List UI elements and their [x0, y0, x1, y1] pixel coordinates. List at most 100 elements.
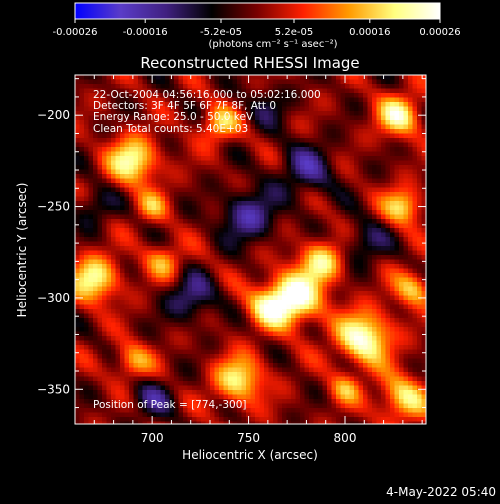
heatmap-cell [345, 273, 350, 278]
heatmap-cell [210, 314, 215, 319]
heatmap-cell [399, 336, 404, 341]
heatmap-cell [237, 174, 242, 179]
heatmap-cell [188, 341, 193, 346]
heatmap-cell [228, 75, 233, 80]
heatmap-cell [386, 341, 391, 346]
heatmap-cell [386, 80, 391, 85]
heatmap-cell [152, 251, 157, 256]
heatmap-cell [192, 336, 197, 341]
heatmap-cell [399, 161, 404, 166]
heatmap-cell [350, 287, 355, 292]
heatmap-cell [345, 215, 350, 220]
heatmap-cell [399, 152, 404, 157]
heatmap-cell [192, 327, 197, 332]
heatmap-cell [413, 93, 418, 98]
heatmap-cell [323, 354, 328, 359]
heatmap-cell [152, 174, 157, 179]
heatmap-cell [300, 314, 305, 319]
heatmap-cell [354, 75, 359, 80]
heatmap-cell [188, 210, 193, 215]
heatmap-cell [174, 332, 179, 337]
heatmap-cell [174, 237, 179, 242]
heatmap-cell [84, 170, 89, 175]
heatmap-cell [260, 75, 265, 80]
heatmap-cell [381, 89, 386, 94]
heatmap-cell [323, 120, 328, 125]
heatmap-cell [228, 80, 233, 85]
heatmap-cell [224, 260, 229, 265]
heatmap-cell [134, 210, 139, 215]
heatmap-cell [228, 165, 233, 170]
heatmap-cell [102, 246, 107, 251]
heatmap-cell [314, 296, 319, 301]
heatmap-cell [359, 183, 364, 188]
heatmap-cell [404, 75, 409, 80]
heatmap-cell [188, 278, 193, 283]
heatmap-cell [282, 246, 287, 251]
heatmap-cell [282, 111, 287, 116]
heatmap-cell [282, 291, 287, 296]
heatmap-cell [390, 237, 395, 242]
heatmap-cell [377, 219, 382, 224]
heatmap-cell [129, 287, 134, 292]
heatmap-cell [102, 305, 107, 310]
heatmap-cell [345, 165, 350, 170]
heatmap-cell [291, 291, 296, 296]
heatmap-cell [296, 332, 301, 337]
heatmap-cell [102, 161, 107, 166]
heatmap-cell [80, 210, 85, 215]
heatmap-cell [246, 206, 251, 211]
heatmap-cell [408, 255, 413, 260]
heatmap-cell [314, 143, 319, 148]
heatmap-cell [264, 183, 269, 188]
heatmap-cell [161, 341, 166, 346]
heatmap-cell [278, 255, 283, 260]
heatmap-cell [80, 170, 85, 175]
heatmap-cell [201, 282, 206, 287]
heatmap-cell [399, 215, 404, 220]
heatmap-cell [242, 336, 247, 341]
heatmap-cell [228, 143, 233, 148]
heatmap-cell [291, 327, 296, 332]
heatmap-cell [368, 309, 373, 314]
heatmap-cell [206, 269, 211, 274]
heatmap-cell [350, 93, 355, 98]
heatmap-cell [134, 332, 139, 337]
heatmap-cell [134, 287, 139, 292]
heatmap-cell [179, 242, 184, 247]
heatmap-cell [327, 269, 332, 274]
heatmap-cell [287, 260, 292, 265]
heatmap-cell [116, 174, 121, 179]
heatmap-cell [170, 255, 175, 260]
heatmap-cell [273, 188, 278, 193]
heatmap-cell [183, 147, 188, 152]
heatmap-cell [237, 287, 242, 292]
heatmap-cell [201, 201, 206, 206]
heatmap-cell [206, 188, 211, 193]
heatmap-cell [395, 345, 400, 350]
heatmap-cell [278, 264, 283, 269]
heatmap-cell [75, 147, 80, 152]
heatmap-cell [215, 287, 220, 292]
heatmap-cell [129, 147, 134, 152]
heatmap-cell [345, 138, 350, 143]
heatmap-cell [174, 201, 179, 206]
heatmap-cell [282, 120, 287, 125]
heatmap-cell [80, 161, 85, 166]
heatmap-cell [336, 161, 341, 166]
heatmap-cell [129, 161, 134, 166]
heatmap-cell [287, 147, 292, 152]
heatmap-cell [354, 116, 359, 121]
heatmap-cell [201, 350, 206, 355]
heatmap-cell [278, 152, 283, 157]
heatmap-cell [350, 224, 355, 229]
heatmap-cell [251, 147, 256, 152]
heatmap-cell [318, 228, 323, 233]
heatmap-cell [300, 255, 305, 260]
heatmap-cell [291, 305, 296, 310]
heatmap-cell [147, 201, 152, 206]
heatmap-cell [129, 179, 134, 184]
heatmap-cell [359, 354, 364, 359]
heatmap-cell [89, 287, 94, 292]
heatmap-cell [395, 206, 400, 211]
